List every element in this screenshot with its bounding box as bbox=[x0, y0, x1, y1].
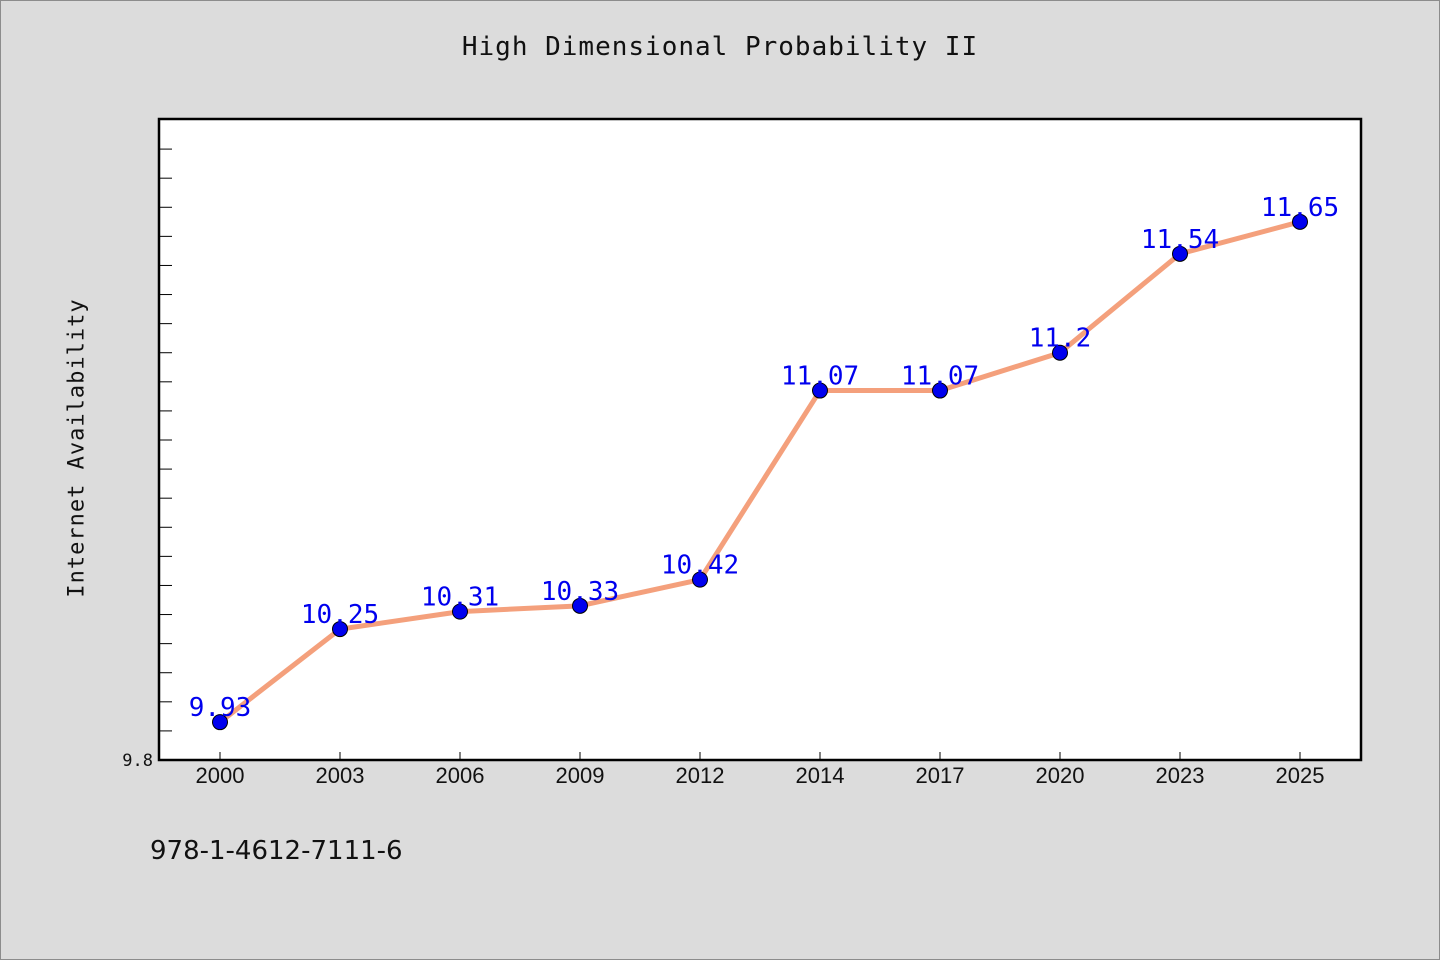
data-point bbox=[812, 382, 828, 399]
data-point bbox=[1052, 344, 1068, 361]
chart-title: High Dimensional Probability II bbox=[461, 32, 979, 62]
data-points bbox=[212, 213, 1308, 731]
plot-area bbox=[157, 117, 1363, 762]
x-tick-label: 2012 bbox=[676, 763, 725, 788]
data-point bbox=[572, 597, 588, 614]
x-tick-label: 2003 bbox=[316, 763, 365, 788]
data-label: 10.31 bbox=[421, 583, 499, 613]
data-point bbox=[332, 621, 348, 638]
x-tick-label: 2020 bbox=[1036, 763, 1085, 788]
data-label: 10.25 bbox=[301, 600, 379, 630]
data-point bbox=[1172, 245, 1188, 262]
data-point bbox=[692, 571, 708, 588]
x-tick-label: 2000 bbox=[196, 763, 245, 788]
y-tick-label: 9.8 bbox=[122, 751, 153, 771]
data-point bbox=[932, 382, 948, 399]
data-label: 11.2 bbox=[1029, 324, 1092, 354]
tick-marks bbox=[160, 148, 1301, 761]
series-line bbox=[217, 219, 1303, 725]
data-label: 10.42 bbox=[661, 551, 739, 581]
x-tick-labels: 2000 2003 2006 2009 2012 2014 2017 2020 2023 2025 bbox=[196, 763, 1325, 788]
x-tick-label: 2006 bbox=[436, 763, 485, 788]
data-point bbox=[1292, 213, 1308, 230]
data-labels: 9.93 10.25 10.31 10.33 10.42 11.07 11.07 11.2 11… bbox=[189, 193, 1339, 723]
x-tick-label: 2023 bbox=[1156, 763, 1205, 788]
data-label: 11.65 bbox=[1261, 193, 1339, 223]
series-lines bbox=[217, 219, 1303, 725]
x-tick-label: 2017 bbox=[916, 763, 965, 788]
data-label: 11.07 bbox=[781, 362, 859, 392]
data-label: 11.07 bbox=[901, 362, 979, 392]
isbn-footnote: 978-1-4612-7111-6 bbox=[150, 836, 403, 866]
y-tick-labels: 9.8 bbox=[122, 751, 153, 771]
x-tick-label: 2014 bbox=[796, 763, 845, 788]
x-tick-label: 2009 bbox=[556, 763, 605, 788]
data-label: 11.54 bbox=[1141, 225, 1219, 255]
data-label: 9.93 bbox=[189, 693, 252, 723]
x-tick-label: 2025 bbox=[1276, 763, 1325, 788]
data-point bbox=[212, 714, 228, 731]
data-label: 10.33 bbox=[541, 577, 619, 607]
data-point bbox=[452, 603, 468, 620]
